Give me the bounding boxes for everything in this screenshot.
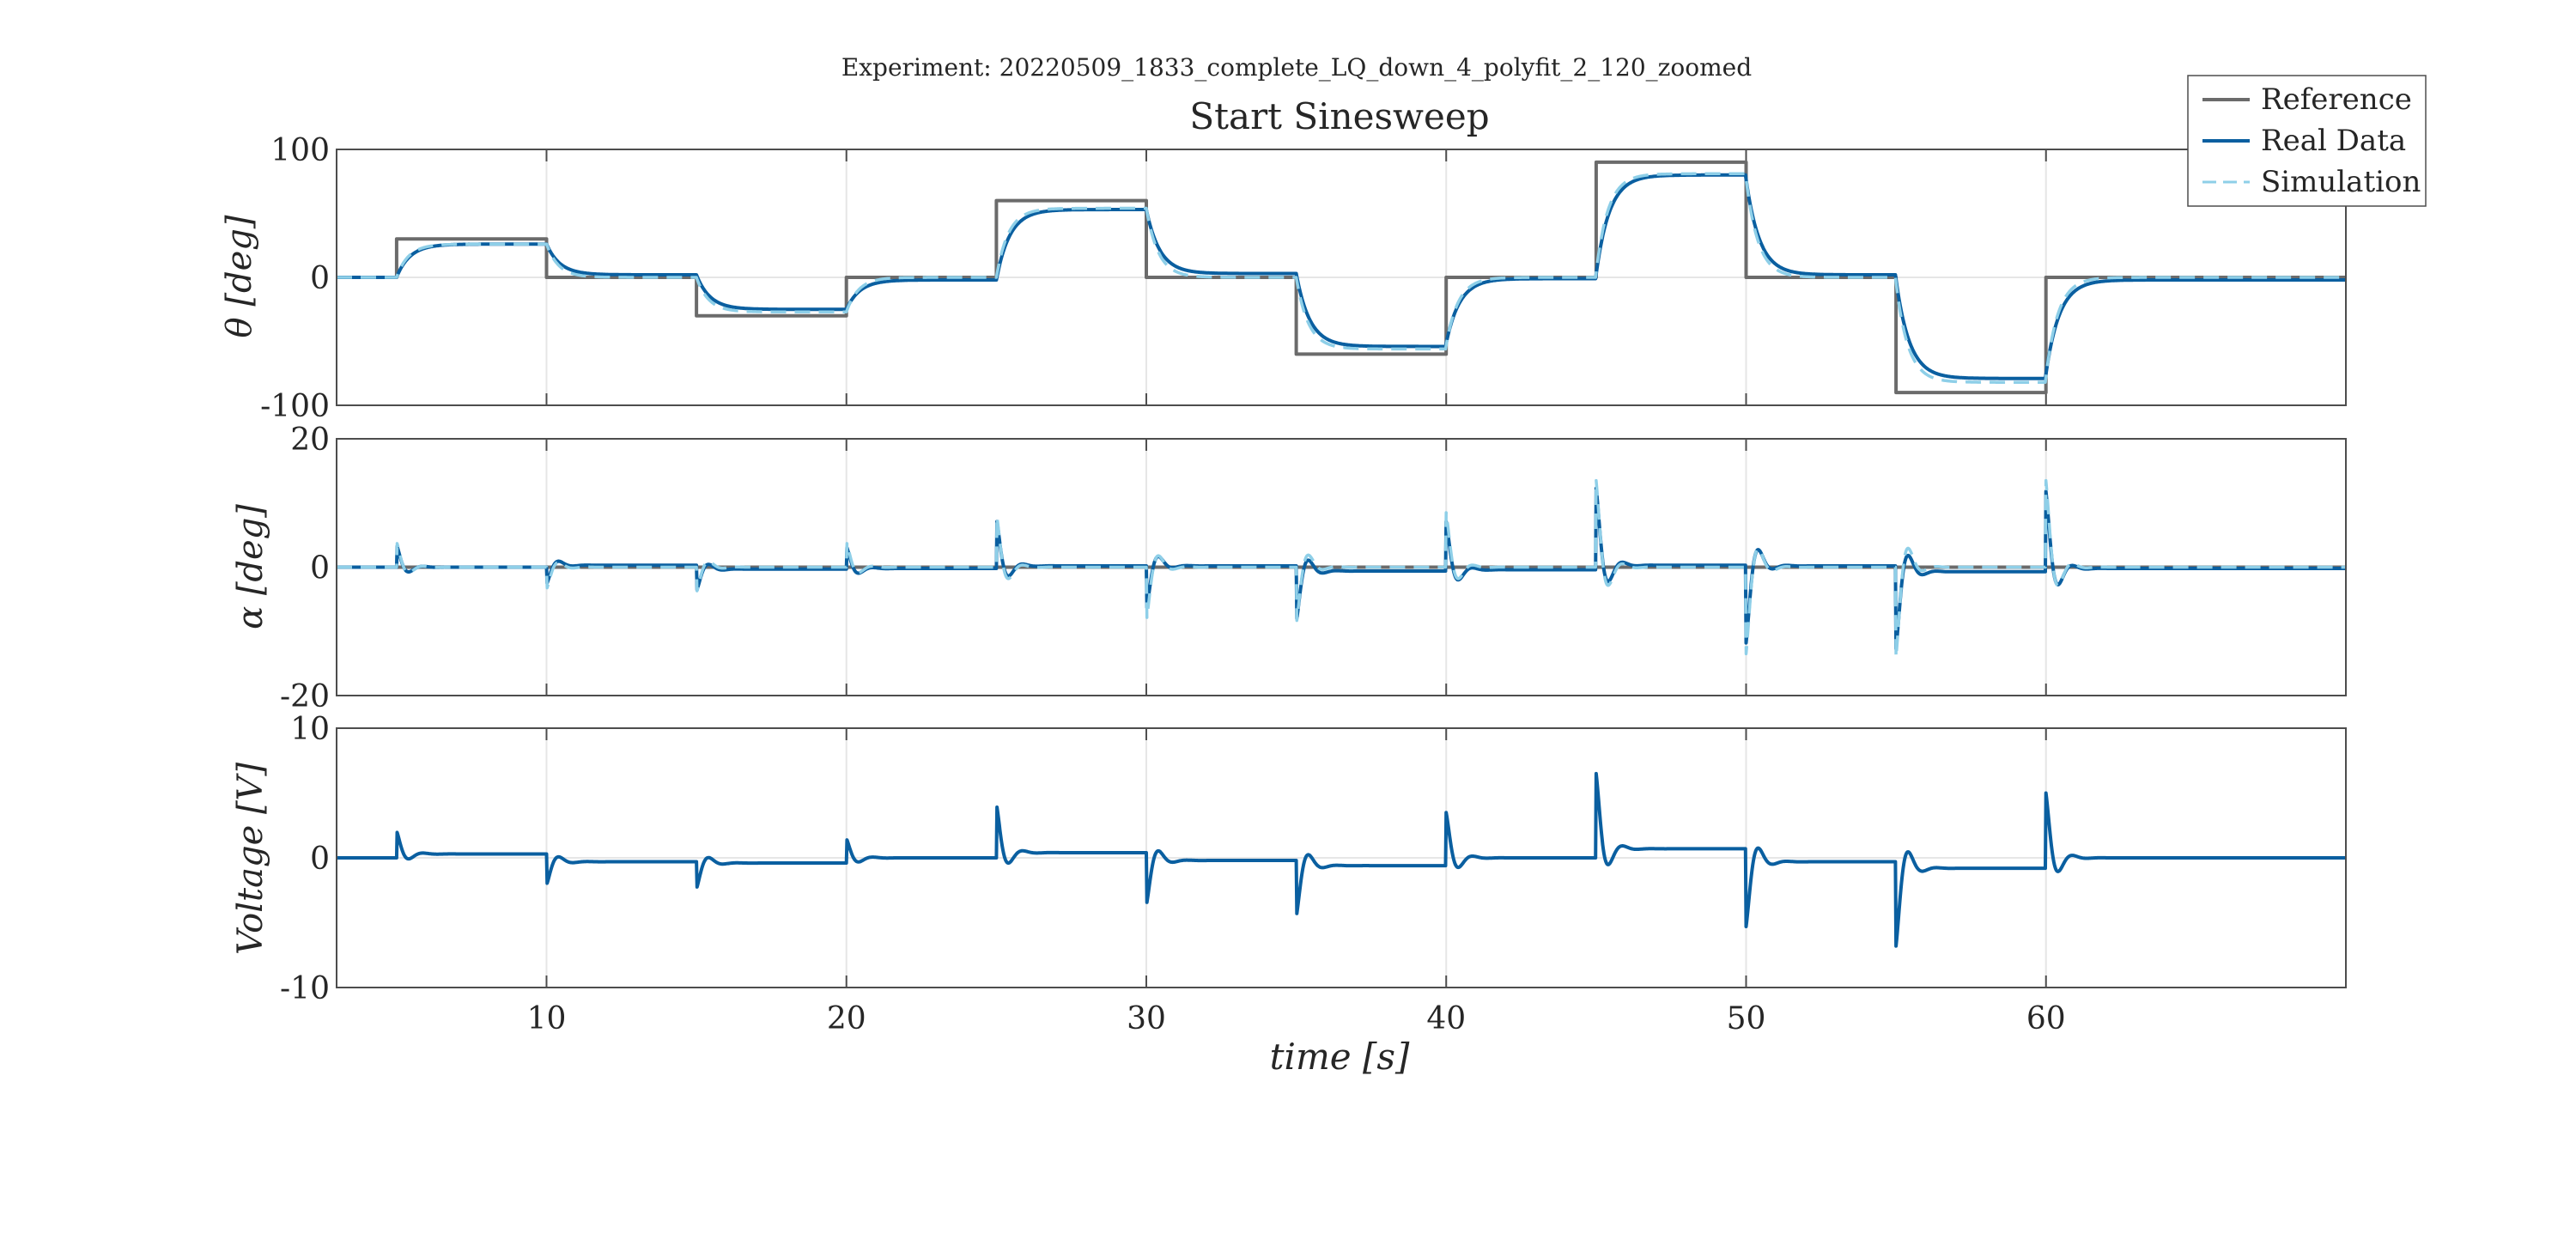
theta-ylabel: θ [deg] [220, 215, 259, 337]
y-tick-label: 100 [270, 133, 330, 168]
voltage-xticks: 10 20 30 40 50 60 [527, 1001, 2066, 1036]
voltage-subplot: -10 0 10 10 20 30 40 50 60 Voltage [V] time [s] [231, 712, 2348, 1078]
legend: Reference Real Data Simulation [2187, 75, 2427, 207]
alpha-lines [335, 478, 2348, 659]
y-tick-label: -100 [260, 389, 330, 424]
figure-suptitle: Experiment: 20220509_1833_complete_LQ_do… [841, 53, 1752, 82]
voltage-yticks: -10 0 10 [280, 712, 330, 1006]
chart-title: Start Sinesweep [1189, 95, 1489, 137]
y-tick-label: -10 [280, 971, 330, 1006]
theta-axes-box [336, 149, 2347, 406]
y-tick-label: 0 [310, 261, 330, 296]
x-tick-label: 50 [1727, 1001, 1766, 1036]
series-real-data [335, 173, 2348, 380]
theta-yticks: -100 0 100 [260, 133, 330, 424]
theta-lines [335, 160, 2348, 395]
series-real-data [335, 771, 2348, 948]
series-real-data [335, 486, 2348, 651]
time-xlabel: time [s] [1270, 1036, 1410, 1078]
x-tick-label: 10 [527, 1001, 567, 1036]
x-tick-label: 20 [827, 1001, 866, 1036]
legend-real-data-label: Real Data [2261, 124, 2406, 158]
alpha-axes-box [336, 438, 2347, 696]
x-tick-label: 30 [1127, 1001, 1166, 1036]
legend-reference-label: Reference [2261, 82, 2412, 117]
series-simulation [335, 172, 2348, 384]
voltage-axes-box [336, 727, 2347, 988]
y-tick-label: 20 [290, 422, 330, 458]
legend-simulation-label: Simulation [2261, 165, 2421, 199]
alpha-yticks: -20 0 20 [280, 422, 330, 714]
x-tick-label: 60 [2026, 1001, 2066, 1036]
y-tick-label: 10 [290, 712, 330, 747]
y-tick-label: 0 [310, 842, 330, 877]
theta-subplot: -100 0 100 θ [deg] [220, 133, 2348, 424]
alpha-subplot: -20 0 20 α [deg] [231, 422, 2348, 714]
alpha-ylabel: α [deg] [231, 504, 270, 629]
voltage-lines [335, 771, 2348, 948]
y-tick-label: 0 [310, 551, 330, 586]
series-simulation [335, 478, 2348, 659]
y-tick-label: -20 [280, 679, 330, 714]
x-tick-label: 40 [1426, 1001, 1466, 1036]
voltage-ylabel: Voltage [V] [231, 763, 270, 955]
